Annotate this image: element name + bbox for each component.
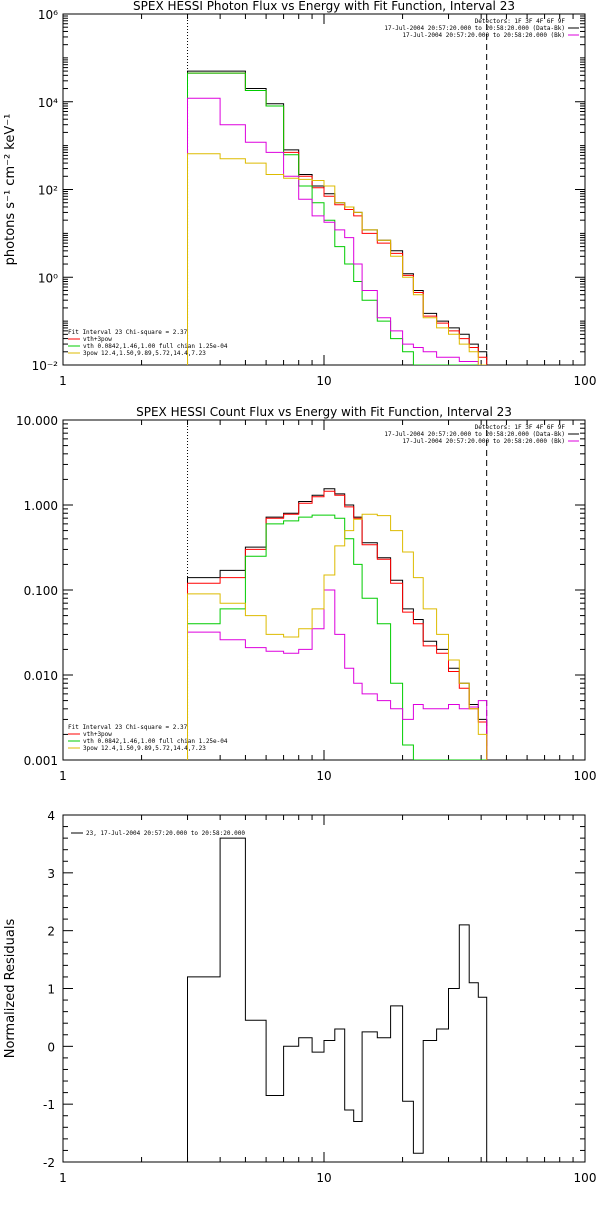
- y-tick-label: 2: [47, 925, 55, 939]
- series-black: [187, 837, 488, 1162]
- legend-bottomleft-text: 3pow 12.4,1.50,9.89,5.72,14.4,7.23: [83, 745, 206, 752]
- y-tick-label: -1: [43, 1098, 55, 1112]
- series-yellow: [187, 513, 488, 760]
- y-tick-label: 0.100: [24, 584, 58, 598]
- plot-area: [187, 837, 488, 1162]
- y-axis-label: photons s⁻¹ cm⁻² keV⁻¹: [3, 114, 18, 266]
- series-magenta: [187, 589, 488, 760]
- y-tick-label: 0.001: [24, 754, 58, 768]
- x-tick-label: 1: [59, 769, 67, 783]
- legend-bottomleft-text: vth+3pow: [83, 731, 112, 738]
- series-yellow: [187, 153, 487, 365]
- series-black: [187, 70, 488, 365]
- series-green: [187, 514, 487, 760]
- plot-area: [187, 14, 488, 365]
- x-tick-label: 10: [316, 769, 331, 783]
- y-tick-label: 0.010: [24, 669, 58, 683]
- y-tick-label: 3: [47, 867, 55, 881]
- chart-title: SPEX HESSI Photon Flux vs Energy with Fi…: [133, 0, 515, 13]
- legend-topright-text: 17-Jul-2004 20:57:20.000 to 20:58:20.000…: [384, 25, 565, 32]
- legend-bottomleft-text: vth 0.0842,1.46,1.00 full chian 1.25e-04: [83, 343, 228, 350]
- x-tick-label: 1: [59, 374, 67, 388]
- y-tick-label: 10⁰: [38, 271, 58, 285]
- x-tick-label: 100: [574, 1171, 597, 1185]
- x-tick-label: 100: [574, 769, 597, 783]
- y-tick-label: 0: [47, 1040, 55, 1054]
- panel-middle: SPEX HESSI Count Flux vs Energy with Fit…: [16, 405, 596, 783]
- y-tick-label: 4: [47, 809, 55, 823]
- legend-bottomleft-text: vth 0.0842,1.46,1.00 full chian 1.25e-04: [83, 738, 228, 745]
- series-black: [187, 488, 488, 760]
- series-magenta: [187, 97, 487, 365]
- x-tick-label: 10: [316, 374, 331, 388]
- y-tick-label: 10.000: [16, 414, 58, 428]
- legend-topright-text: Detectors: 1F 3F 4F 6F 9F: [475, 18, 566, 25]
- legend-bottomleft-text: vth+3pow: [83, 336, 112, 343]
- legend-topright-text: 17-Jul-2004 20:57:20.000 to 20:58:20.000…: [384, 431, 565, 438]
- panel-bottom: 1 10 100 -2 -1 0 1 2 3 4 Normalized Residuals 23, 1…: [3, 809, 596, 1185]
- axes-frame: [62, 814, 586, 1163]
- y-tick-label: 10⁻²: [32, 359, 59, 373]
- legend-bottomleft-text: Fit Interval 23 Chi-square = 2.37: [68, 329, 188, 336]
- y-tick-label: 10⁴: [38, 96, 58, 110]
- y-tick-label: 1: [47, 983, 55, 997]
- x-tick-label: 100: [574, 374, 597, 388]
- y-tick-label: 1.000: [24, 499, 58, 513]
- series-red: [187, 490, 488, 760]
- legend-bottomleft-text: Fit Interval 23 Chi-square = 2.37: [68, 724, 188, 731]
- y-tick-label: 10²: [38, 184, 58, 198]
- legend-topright-text: 17-Jul-2004 20:57:20.000 to 20:58:20.000…: [402, 438, 565, 445]
- legend-bottomleft-text: 3pow 12.4,1.50,9.89,5.72,14.4,7.23: [83, 350, 206, 357]
- y-tick-label: 10⁶: [38, 8, 58, 22]
- y-axis-label: Normalized Residuals: [3, 919, 18, 1059]
- legend-topleft-text: 23, 17-Jul-2004 20:57:20.000 to 20:58:20…: [86, 830, 245, 837]
- y-tick-label: -2: [43, 1156, 55, 1170]
- chart-title: SPEX HESSI Count Flux vs Energy with Fit…: [136, 405, 512, 419]
- series-green: [187, 72, 487, 365]
- x-tick-label: 10: [316, 1171, 331, 1185]
- legend-topright-text: Detectors: 1F 3F 4F 6F 9F: [475, 424, 566, 431]
- plot-area: [187, 420, 488, 760]
- panel-top: SPEX HESSI Photon Flux vs Energy with Fi…: [3, 0, 596, 388]
- legend-topright-text: 17-Jul-2004 20:57:20.000 to 20:58:20.000…: [402, 32, 565, 39]
- x-tick-label: 1: [59, 1171, 67, 1185]
